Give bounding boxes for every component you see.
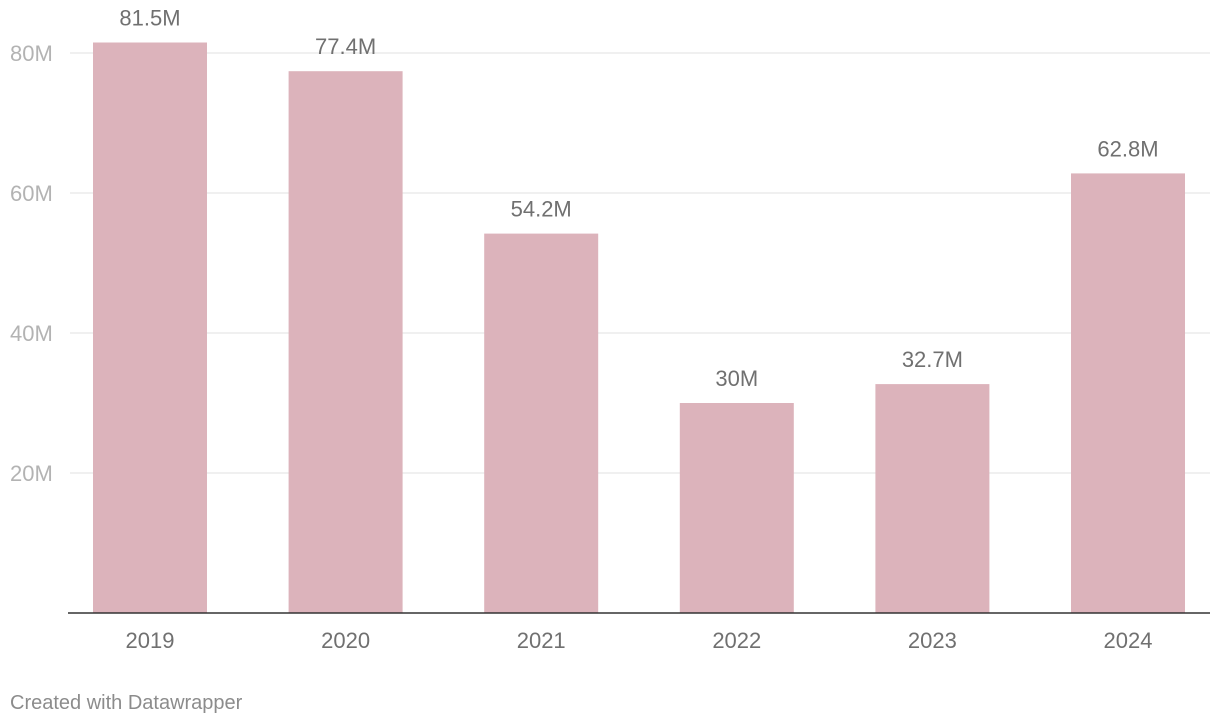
footer-credit: Created with Datawrapper	[10, 692, 243, 714]
y-tick-label: 80M	[10, 41, 53, 66]
bar-2020[interactable]	[288, 71, 403, 613]
value-label-2023: 32.7M	[902, 347, 963, 372]
value-label-2022: 30M	[715, 366, 758, 391]
y-axis-ticks: 20M 40M 60M 80M	[10, 41, 53, 486]
x-tick-label-2019: 2019	[126, 628, 175, 653]
bar-2023[interactable]	[875, 384, 990, 613]
value-label-2019: 81.5M	[119, 6, 180, 31]
y-tick-label: 60M	[10, 181, 53, 206]
bar-2024[interactable]	[1071, 173, 1185, 613]
x-tick-label-2020: 2020	[321, 628, 370, 653]
bars	[93, 42, 1185, 614]
x-tick-label-2021: 2021	[517, 628, 566, 653]
y-tick-label: 20M	[10, 461, 53, 486]
x-tick-label-2022: 2022	[712, 628, 761, 653]
bar-2019[interactable]	[93, 42, 207, 614]
x-tick-label-2023: 2023	[908, 628, 957, 653]
value-label-2021: 54.2M	[511, 197, 572, 222]
value-label-2024: 62.8M	[1097, 136, 1158, 161]
bar-2022[interactable]	[679, 403, 794, 613]
x-axis-ticks: 2019 2020 2021 2022 2023 2024	[126, 628, 1153, 653]
y-tick-label: 40M	[10, 321, 53, 346]
value-label-2020: 77.4M	[315, 34, 376, 59]
grid-lines	[70, 52, 1210, 474]
bar-2021[interactable]	[484, 233, 599, 613]
value-labels: 81.5M 77.4M 54.2M 30M 32.7M 62.8M	[119, 6, 1158, 392]
x-tick-label-2024: 2024	[1104, 628, 1153, 653]
